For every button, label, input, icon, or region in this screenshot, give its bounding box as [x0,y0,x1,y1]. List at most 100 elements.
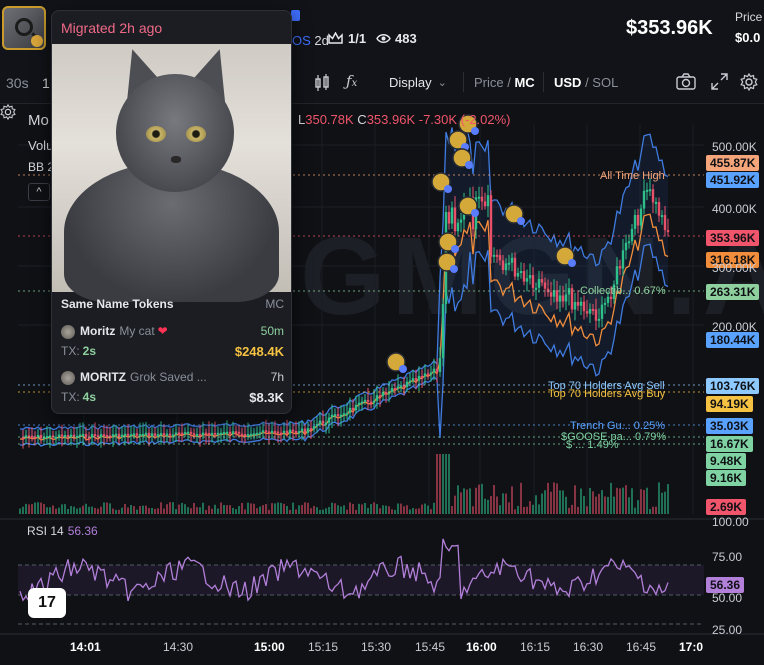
volume-bar [409,509,411,514]
volume-bar [34,502,36,514]
price-label: Price [735,10,763,24]
volume-bar [202,502,204,514]
currency-toggle[interactable]: USD / SOL [554,75,619,90]
volume-bar [49,507,51,514]
candle-body [150,433,154,437]
holders-stat[interactable]: 1/1 [328,31,366,46]
volume-bar [649,508,651,514]
candle-body [612,284,616,300]
volume-bar [553,482,555,514]
candle-body [177,432,181,435]
legend-bb: BB 2 [28,160,55,174]
price-chart[interactable]: GMGN.AI Mo Volu BB 2 ^ L350.78K C353.96K… [0,104,764,665]
tradingview-logo[interactable]: 17 [28,588,66,618]
token-avatar [61,371,75,385]
volume-bar [433,502,435,514]
views-stat: 483 [376,31,417,46]
ath-line-label: All Time High [600,170,665,182]
candle-body [69,434,73,437]
candle-body [84,433,88,438]
candle-body [435,368,439,372]
volume-bar [550,491,552,514]
candle-body [579,301,583,306]
volume-bar [454,495,456,514]
tag-bb-upper: 451.92K [706,172,760,188]
volume-bar [346,509,348,514]
candle-body [228,431,232,434]
volume-bar [466,489,468,514]
volume-bar [163,508,165,514]
usd-toggle-label: USD [554,75,582,90]
timeframe-30s[interactable]: 30s [6,75,29,91]
social-badge-icon [465,161,473,169]
candle-body [288,429,292,434]
volume-bar [457,485,459,514]
candle-body [264,430,268,433]
y-label: 200.00K [712,320,757,334]
top70-sell-label: Top 70 Holders Avg Sell [548,380,665,392]
gear-icon[interactable] [740,73,758,91]
volume-bar [187,507,189,514]
token-logo-icon[interactable] [2,6,46,50]
tx-value: 2s [82,344,97,358]
social-badge-icon [450,265,458,273]
volume-bar [190,508,192,514]
volume-bar [31,504,33,514]
candle-body [543,282,547,289]
expand-icon[interactable] [711,73,728,90]
display-dropdown[interactable]: Display ⌄ [389,75,447,90]
price-mc-toggle[interactable]: Price / MC [474,75,535,90]
volume-bar [439,454,441,514]
volume-bar [298,505,300,514]
display-label: Display [389,75,432,90]
tag-top70-sell: 103.76K [706,378,760,394]
candle-body [72,434,76,437]
legend-collapse-button[interactable]: ^ [28,183,50,201]
token-age: 7h [270,370,284,384]
candle-icon[interactable] [314,74,330,92]
candle-body [96,435,100,438]
same-name-token-row[interactable]: MORITZ Grok Saved ... 7h TX: 4s $8.3K [61,370,284,412]
volume-bar [424,503,426,514]
volume-bar [469,488,471,514]
volume-bar [379,508,381,514]
candle-body [39,434,43,439]
candle-body [258,432,262,435]
volume-bar [121,507,123,514]
indicators-fx-icon[interactable]: ƒx [346,72,358,90]
candle-body [618,266,622,269]
volume-bar [430,509,432,514]
token-hover-popup: Migrated 2h ago Same Name Tokens MC Mori… [51,10,292,414]
volume-bar [61,504,63,514]
candle-body [633,214,637,229]
candle-body [276,431,280,434]
candle-body [183,432,187,435]
camera-icon[interactable] [676,73,696,90]
rsi-y-label: 25.00 [712,623,743,637]
volume-bar [172,502,174,514]
candle-body [75,435,79,438]
rsi-value: 56.36 [67,524,98,538]
timeframe-1m[interactable]: 1 [42,75,50,91]
axis-settings-icon[interactable] [0,104,16,120]
token-age: OS 2d [292,33,329,48]
x-label: 17:0 [679,640,704,654]
candle-body [330,414,334,418]
candle-body [594,309,598,321]
rsi-line [19,538,669,604]
candle-body [132,433,136,436]
candle-body [609,296,613,300]
legend-volume: Volu [28,138,54,153]
same-name-token-row[interactable]: Moritz My cat ❤ 50m TX: 2s $248.4K [61,324,284,366]
x-label: 15:30 [361,640,392,654]
candle-body [27,435,31,438]
volume-bar [481,483,483,514]
candle-body [87,437,91,440]
volume-bar [637,500,639,514]
volume-bar [19,508,21,514]
candle-body [423,373,427,377]
candle-body [195,434,199,437]
candle-body [126,433,130,436]
volume-bar [598,493,600,514]
volume-bar [304,502,306,514]
